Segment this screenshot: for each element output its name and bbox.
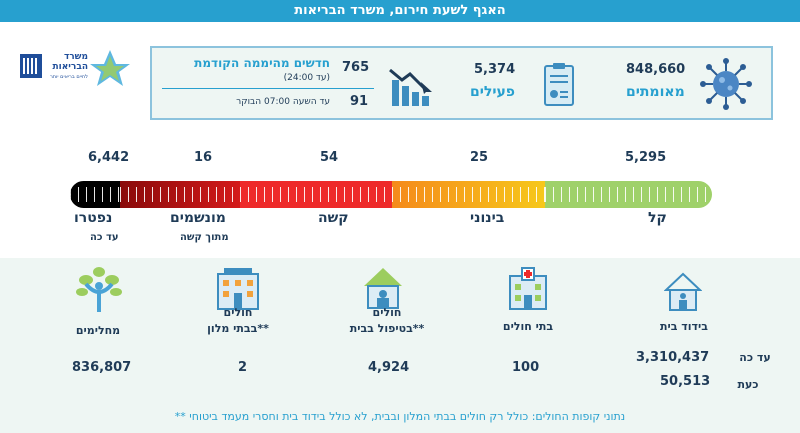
recovered-label: מחלימים: [75, 324, 121, 337]
bar-segment-ventilated: [120, 181, 240, 208]
deceased-value: 6,442: [88, 150, 130, 165]
confirmed-label: מאומתים: [626, 84, 685, 100]
severe-value: 54: [320, 150, 339, 165]
home-care-label-1: חולים: [372, 306, 402, 319]
home-isolation-now-value: 50,513: [660, 374, 711, 389]
bar-segment-mild: [545, 181, 712, 208]
summary-box: 848,660 מאומתים 5,374 פעילים: [150, 46, 773, 120]
home-care-label-2: בטיפול בבית**: [349, 322, 425, 335]
severity-bar: [70, 181, 712, 208]
bar-chart-down-icon: [389, 68, 432, 106]
ventilated-value: 16: [194, 150, 213, 165]
active-value: 5,374: [474, 62, 516, 77]
ventilated-sub-label: מתוך קשה: [180, 232, 229, 243]
home-isolation-now-label: כעת: [737, 378, 759, 391]
hospital-icon: [509, 267, 547, 310]
new-cases-prev-day-value: 765: [342, 60, 370, 75]
home-care-icon: [364, 268, 402, 309]
header-bar: האגף לשעת חירום, משרד הבריאות: [0, 0, 800, 22]
logo-text-2: הבריאות: [52, 62, 88, 72]
logo-text-1: משרד: [63, 52, 88, 62]
mild-value: 5,295: [625, 150, 667, 165]
bar-segment-deceased: [70, 181, 120, 208]
hotel-building-icon: [217, 268, 259, 310]
hospitals-label: בתי חולים: [502, 320, 554, 333]
bar-segment-moderate: [392, 181, 545, 208]
confirmed-value: 848,660: [626, 62, 686, 77]
deceased-label: נפטרו: [74, 210, 113, 226]
home-isolation-to-date-label: עד כה: [739, 351, 771, 364]
hospitals-value: 100: [512, 360, 540, 375]
home-isolation-label: בידוד בית: [660, 320, 708, 333]
breakdown-panel: מחלימים 836,807 חולים בבתי מלון** 2 חולי…: [0, 258, 800, 433]
moderate-label: בינוני: [470, 210, 505, 226]
recovered-value: 836,807: [72, 360, 132, 375]
moderate-value: 25: [470, 150, 489, 165]
logo-text-3: לחיים בריאים יותר: [49, 74, 88, 80]
new-cases-until-note: עד השעה 07:00 הבוקר: [236, 97, 330, 107]
clipboard-icon: [544, 63, 574, 106]
home-care-value: 4,924: [368, 360, 410, 375]
new-cases-range-note: (עד 24:00): [283, 73, 330, 83]
virus-icon: [700, 58, 752, 110]
footnote: ** נתוני קופות החולים: כולל רק חולים בבת…: [174, 410, 626, 423]
ministry-logo: משרד הבריאות לחיים בריאים יותר: [18, 48, 138, 88]
hotels-value: 2: [238, 360, 248, 375]
home-isolation-to-date-value: 3,310,437: [636, 350, 710, 365]
house-person-icon: [664, 272, 702, 311]
severe-label: קשה: [318, 210, 349, 226]
logo-emblem-icon: [20, 50, 130, 86]
tree-person-icon: [76, 267, 122, 312]
page-title: האגף לשעת חירום, משרד הבריאות: [294, 3, 506, 18]
mild-label: קל: [648, 210, 667, 226]
hotels-label-1: חולים: [223, 306, 253, 319]
new-cases-title: חדשים מהיממה הקודמת: [194, 56, 330, 70]
new-cases-separator: [162, 88, 374, 89]
new-cases-morning-value: 91: [350, 94, 369, 109]
bar-segment-severe: [240, 181, 392, 208]
deceased-sub-label: עד כה: [90, 232, 119, 243]
hotels-label-2: בבתי מלון**: [207, 322, 269, 335]
ventilated-label: מונשמים: [170, 210, 226, 226]
active-label: פעילים: [470, 84, 515, 100]
